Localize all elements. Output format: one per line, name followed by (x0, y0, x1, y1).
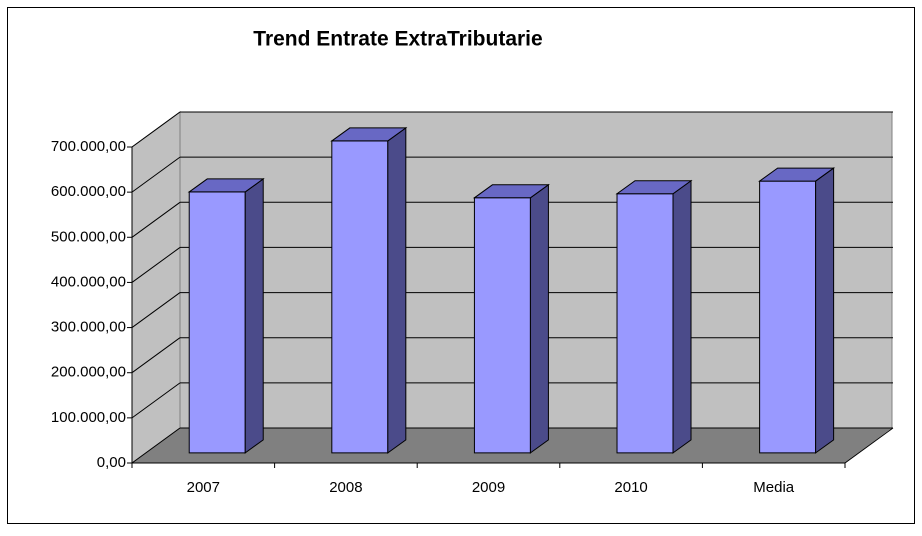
bar-top (615, 180, 693, 195)
bar-front (188, 191, 246, 454)
bar-front (473, 197, 531, 454)
bar-side (244, 177, 264, 454)
bar (472, 183, 550, 454)
grid-line (131, 292, 181, 328)
y-tick-label: 400.000,00 (51, 273, 126, 290)
bar-top (758, 167, 836, 182)
y-tick-label: 500.000,00 (51, 228, 126, 245)
bar (330, 126, 408, 454)
grid-line (131, 156, 181, 193)
bar (758, 167, 836, 454)
bar (615, 179, 693, 454)
y-tick-label: 100.000,00 (51, 409, 126, 426)
y-tick-label: 700.000,00 (51, 138, 126, 155)
grid-line (131, 111, 181, 148)
bar-top (472, 184, 550, 199)
bar-front (331, 140, 389, 454)
bar-front (759, 180, 817, 454)
y-tick-label: 300.000,00 (51, 319, 126, 336)
grid-line (131, 337, 181, 374)
bar-side (672, 179, 692, 454)
bar-front (616, 193, 674, 454)
grid-line (131, 247, 181, 283)
bar-side (529, 183, 549, 454)
x-tick-label: Media (753, 479, 795, 496)
x-tick-label: 2008 (329, 479, 362, 496)
bar-top (187, 178, 265, 193)
grid-line (131, 427, 181, 464)
bar-side (815, 167, 835, 454)
x-tick-label: 2007 (187, 479, 220, 496)
chart-title: Trend Entrate ExtraTributarie (253, 28, 542, 51)
x-tick-label: 2010 (614, 479, 647, 496)
grid-line (131, 382, 181, 419)
y-tick-label: 0,00 (97, 454, 126, 471)
bar-top (330, 127, 408, 142)
side-wall (131, 111, 181, 464)
grid-line (131, 201, 181, 238)
bar-side (387, 126, 407, 454)
y-tick-label: 600.000,00 (51, 183, 126, 200)
x-axis (844, 427, 894, 464)
bar (187, 177, 265, 454)
x-tick-label: 2009 (472, 479, 505, 496)
y-tick-label: 200.000,00 (51, 364, 126, 381)
